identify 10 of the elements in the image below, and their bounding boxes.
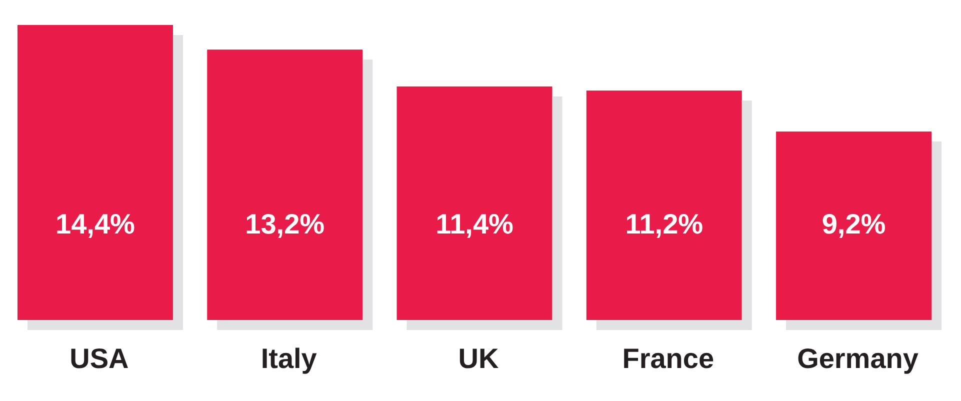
x-tick-label: Germany xyxy=(797,343,919,374)
data-label: 11,2% xyxy=(625,208,704,240)
data-label: 11,4% xyxy=(436,208,514,240)
x-tick-label: UK xyxy=(458,343,499,374)
data-label: 14,4% xyxy=(56,208,136,240)
data-label: 13,2% xyxy=(245,208,325,240)
x-tick-label: USA xyxy=(70,343,129,374)
x-tick-label: France xyxy=(622,343,714,374)
x-tick-label: Italy xyxy=(260,343,318,374)
data-label: 9,2% xyxy=(822,208,886,240)
